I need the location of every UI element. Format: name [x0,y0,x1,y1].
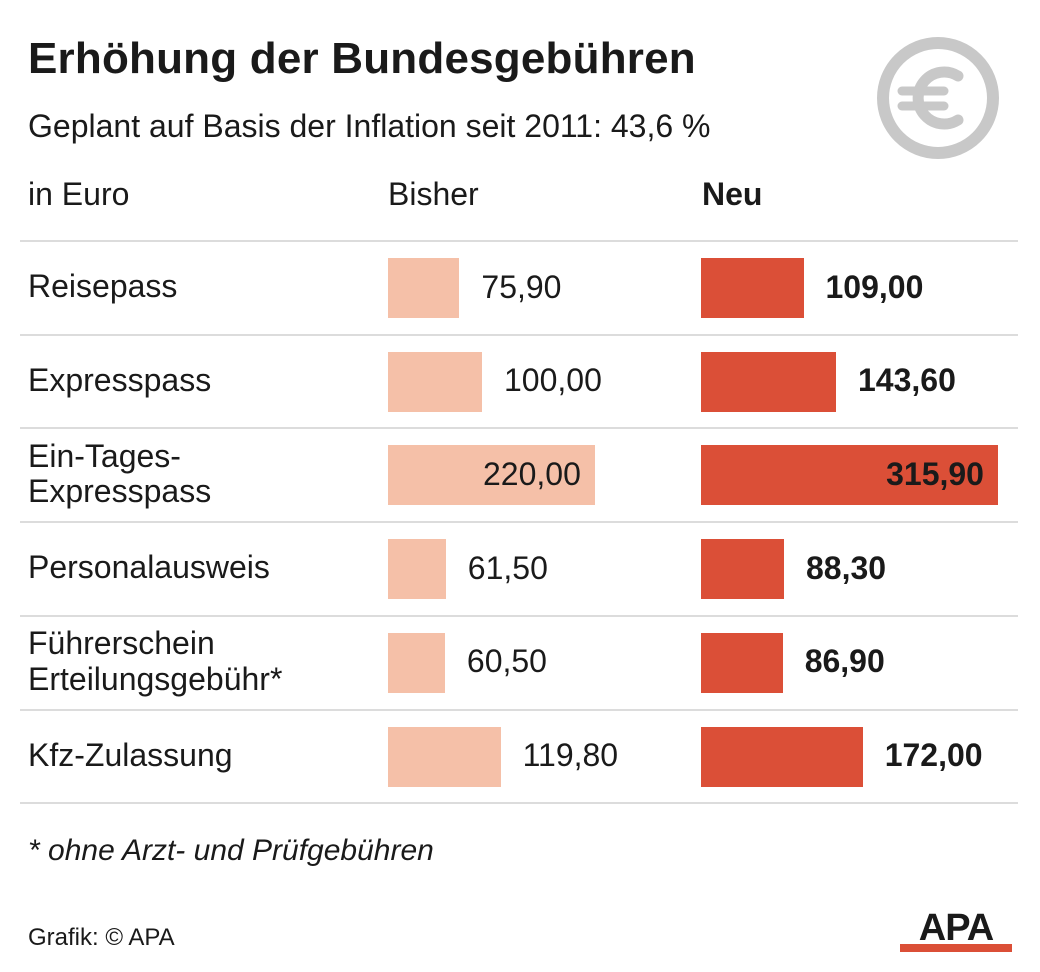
bar-bisher [388,632,445,693]
value-label-bisher: 119,80 [522,737,619,773]
divider [20,614,1018,617]
table-row: Ein-Tages- Expresspass 220,00 315,90 [0,428,1040,520]
value-label-neu: 109,00 [825,268,924,305]
value-label-bisher: 61,50 [467,549,548,586]
divider [20,333,1018,336]
value-label-neu: 88,30 [806,549,887,586]
value-label-bisher: 220,00 [483,455,581,492]
chart-subtitle: Geplant auf Basis der Inflation seit 201… [28,108,711,144]
euro-icon [877,37,999,159]
bar-bisher [388,539,446,600]
value-label-bisher: 100,00 [504,362,602,399]
column-header-old: Bisher [388,176,479,212]
row-label: Reisepass [28,268,178,305]
bar-neu [701,539,784,600]
bar-neu [701,726,863,787]
divider [20,708,1018,711]
value-label-bisher: 75,90 [481,268,562,305]
value-label-neu: 315,90 [886,455,984,492]
divider [20,427,1018,430]
column-header-new: Neu [702,176,763,212]
bar-bisher [388,445,595,506]
table-row: Kfz-Zulassung 119,80 172,00 [0,710,1040,802]
table-row: Führerschein Erteilungsgebühr* 60,50 86,90 [0,616,1040,708]
bar-bisher [388,258,460,318]
footnote: * ohne Arzt- und Prüfgebühren [28,834,434,867]
row-label: Führerschein Erteilungsgebühr* [28,624,283,697]
bar-bisher [388,351,482,412]
value-label-neu: 143,60 [858,362,956,399]
bar-neu [701,351,836,412]
apa-logo: APA [900,907,1012,952]
chart-title: Erhöhung der Bundesgebühren [28,34,696,83]
table-row: Reisepass 75,90 109,00 [0,241,1040,333]
value-label-bisher: 60,50 [466,643,547,680]
row-label: Personalausweis [28,549,270,586]
table-row: Personalausweis 61,50 88,30 [0,522,1040,614]
row-label: Expresspass [28,361,212,398]
value-label-neu: 86,90 [804,643,885,680]
table-row: Expresspass 100,00 143,60 [0,335,1040,427]
svg-text:APA: APA [919,907,994,949]
divider [20,521,1018,524]
bar-neu [701,258,804,318]
divider [20,802,1018,805]
divider [20,240,1018,242]
bar-bisher [388,726,501,787]
bar-neu [701,445,998,506]
bar-neu [701,632,783,693]
row-label: Kfz-Zulassung [28,736,233,773]
value-label-neu: 172,00 [884,737,983,773]
column-header-unit: in Euro [28,176,130,212]
row-label: Ein-Tages- Expresspass [28,437,212,510]
source-credit: Grafik: © APA [28,924,175,951]
